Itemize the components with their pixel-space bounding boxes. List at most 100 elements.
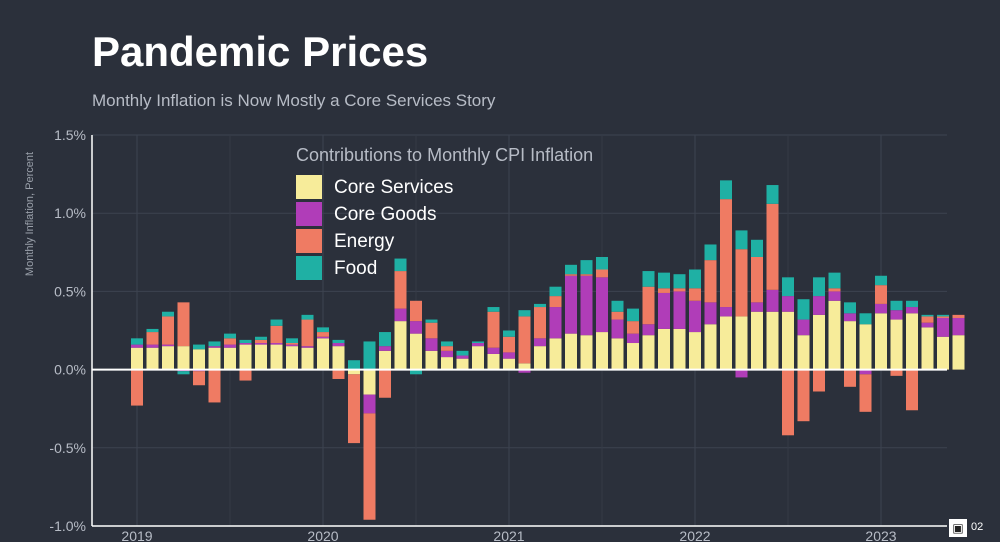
bar-core-services [906, 313, 918, 370]
bar-food [704, 244, 717, 261]
bar-energy [658, 288, 670, 293]
bar-food [425, 319, 438, 323]
legend-label: Energy [334, 231, 395, 252]
bar-core-goods [689, 300, 701, 333]
bar-food [410, 369, 422, 375]
bar-core-services [875, 313, 887, 370]
bar-core-goods [782, 296, 794, 312]
x-tick-label: 2023 [865, 528, 896, 542]
bar-food [658, 272, 670, 289]
bar-core-goods [658, 292, 670, 329]
bar-core-goods [627, 333, 639, 344]
bar-energy [441, 346, 453, 351]
x-tick-label: 2020 [307, 528, 338, 542]
bar-energy [797, 369, 810, 422]
bar-core-goods [704, 302, 717, 325]
bar-core-goods [379, 346, 391, 351]
bar-energy [735, 249, 748, 317]
bar-food [580, 260, 593, 275]
legend: Contributions to Monthly CPI Inflation C… [296, 145, 593, 280]
bar-food [906, 300, 918, 308]
bar-food [208, 341, 221, 347]
bar-core-services [162, 346, 174, 370]
bar-energy [813, 369, 825, 392]
bar-core-services [844, 321, 856, 370]
bar-food [270, 319, 283, 326]
bar-energy [255, 339, 267, 344]
legend-label: Core Goods [334, 204, 436, 225]
bar-core-goods [503, 352, 515, 359]
bar-food [921, 314, 934, 317]
bar-food [162, 311, 174, 317]
bar-core-services [766, 311, 779, 370]
bar-food [441, 341, 453, 347]
bar-energy [906, 369, 918, 411]
bar-core-services [782, 311, 794, 370]
bar-food [146, 328, 159, 333]
bar-energy [239, 369, 252, 381]
bar-food [503, 330, 515, 337]
legend-label: Food [334, 258, 377, 279]
bar-core-goods [162, 344, 174, 347]
bar-energy [828, 288, 841, 292]
bar-food [813, 277, 825, 297]
bar-food [317, 327, 329, 333]
axes-group: -1.0% -0.5% 0.0% 0.5% 1.0% 1.5% 2019 2020 2021 20… [49, 127, 947, 542]
y-tick-label: 0.0% [54, 362, 86, 378]
bar-core-goods [890, 310, 903, 320]
bar-core-goods [906, 307, 918, 314]
bar-core-services [286, 346, 298, 370]
bar-energy [379, 369, 391, 398]
bar-energy [394, 271, 407, 309]
bar-core-services [472, 346, 484, 370]
bar-core-services [239, 344, 252, 370]
bar-energy [720, 199, 732, 308]
bar-core-goods [611, 319, 624, 339]
bar-core-services [952, 335, 965, 370]
x-tick-label: 2021 [493, 528, 524, 542]
bar-core-goods [751, 302, 763, 312]
bar-core-services [348, 369, 360, 375]
bar-energy [782, 369, 794, 436]
bar-core-goods [921, 322, 934, 328]
bar-energy [565, 274, 577, 276]
bar-energy [952, 314, 965, 318]
bar-energy [549, 296, 562, 308]
bar-food [332, 339, 345, 344]
bar-core-services [549, 338, 562, 370]
bar-food [642, 271, 655, 287]
qr-icon[interactable]: ▣ [949, 519, 967, 537]
bar-core-services [456, 358, 469, 370]
bar-core-services [534, 346, 546, 370]
bar-core-services [689, 332, 701, 370]
bar-food [782, 277, 794, 297]
legend-swatch [296, 202, 322, 226]
bar-food [611, 300, 624, 312]
bar-core-goods [534, 338, 546, 347]
bar-energy [503, 336, 515, 353]
bar-energy [131, 369, 143, 406]
bar-energy [859, 374, 872, 412]
bar-core-goods [565, 275, 577, 334]
bar-energy [921, 316, 934, 323]
bar-core-goods [844, 313, 856, 322]
bar-core-goods [518, 369, 531, 373]
bar-energy [766, 203, 779, 290]
bar-food [673, 274, 686, 289]
bar-energy [627, 321, 639, 334]
bar-core-goods [797, 319, 810, 336]
bar-core-services [503, 358, 515, 370]
bar-core-goods [596, 277, 608, 333]
bar-energy [363, 413, 376, 520]
bar-energy [410, 300, 422, 322]
bar-energy [270, 325, 283, 344]
bar-food [487, 307, 500, 312]
bar-core-goods [673, 291, 686, 329]
bar-core-services [255, 344, 267, 370]
bar-core-goods [425, 338, 438, 351]
bar-food [379, 332, 391, 347]
bar-core-services [131, 347, 143, 370]
bar-core-services [813, 314, 825, 370]
bar-core-services [317, 338, 329, 370]
bar-core-goods [208, 346, 221, 348]
